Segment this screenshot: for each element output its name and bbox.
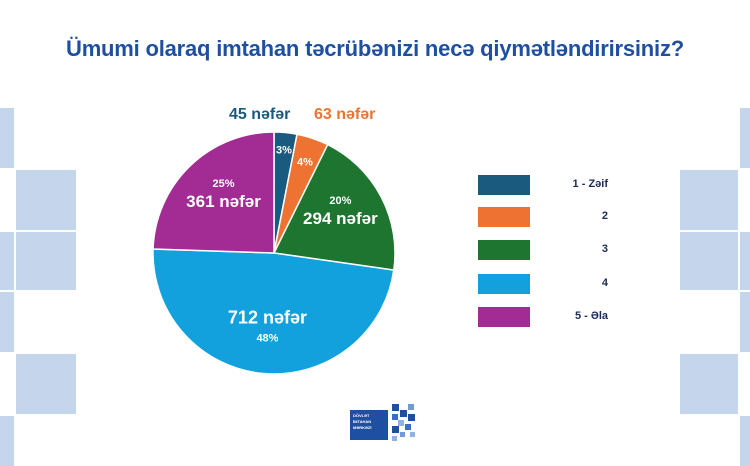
chart-title: Ümumi olaraq imtahan təcrübənizi necə qi… (66, 36, 684, 61)
slice-percent-label-2: 4% (297, 156, 313, 168)
slice-percent-label-5: 25% (213, 178, 235, 190)
legend-swatch-3 (478, 240, 530, 260)
logo-line-2: İMTAHAN (353, 419, 372, 424)
legend-item-5: 5 - Əla (478, 306, 648, 328)
slice-percent-label-3: 20% (329, 195, 351, 207)
logo-text-box: DÖVLƏT İMTAHAN MƏRKƏZİ (350, 410, 388, 440)
organization-logo: DÖVLƏT İMTAHAN MƏRKƏZİ (350, 402, 418, 448)
legend-label-2: 2 (601, 210, 608, 222)
slice-count-label-2: 63 nəfər (314, 106, 376, 123)
legend-item-1: 1 - Zəif (478, 174, 648, 196)
pie-slice-5 (152, 131, 275, 254)
legend-label-4: 4 (601, 277, 608, 289)
legend-item-3: 3 (478, 239, 648, 261)
legend-label-3: 3 (601, 243, 608, 255)
slice-count-label-inner-5: 361 nəfər (186, 192, 261, 211)
logo-line-1: DÖVLƏT (353, 413, 370, 418)
legend-swatch-5 (478, 307, 530, 327)
slice-count-label-1: 45 nəfər (229, 106, 291, 123)
legend-swatch-1 (478, 175, 530, 195)
legend-item-4: 4 (478, 273, 648, 295)
logo-line-3: MƏRKƏZİ (353, 425, 372, 430)
pie-slice-3 (272, 143, 396, 271)
legend-swatch-2 (478, 207, 530, 227)
pie-slice-4 (152, 248, 395, 375)
slice-count-label-4: 712 nəfər (228, 308, 307, 328)
logo-pixel-icon (392, 404, 415, 441)
legend-label-5: 5 - Əla (574, 310, 608, 322)
slice-percent-label-1: 3% (276, 144, 292, 156)
legend-swatch-4 (478, 274, 530, 294)
legend-label-1: 1 - Zəif (572, 178, 608, 190)
slice-count-label-inner-3: 294 nəfər (303, 209, 378, 228)
legend-item-2: 2 (478, 206, 648, 228)
slice-percent-label-4: 48% (256, 333, 278, 345)
